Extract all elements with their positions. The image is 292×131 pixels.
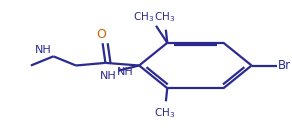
Text: CH$_3$: CH$_3$ <box>154 11 175 24</box>
Text: O: O <box>96 28 106 41</box>
Text: CH$_3$: CH$_3$ <box>133 11 155 24</box>
Text: NH: NH <box>100 71 117 81</box>
Text: NH: NH <box>35 45 52 55</box>
Text: CH$_3$: CH$_3$ <box>154 107 175 120</box>
Text: NH: NH <box>117 67 133 77</box>
Text: Br: Br <box>278 59 291 72</box>
